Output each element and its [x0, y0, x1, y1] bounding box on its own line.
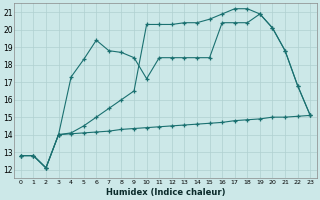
X-axis label: Humidex (Indice chaleur): Humidex (Indice chaleur) [106, 188, 225, 197]
